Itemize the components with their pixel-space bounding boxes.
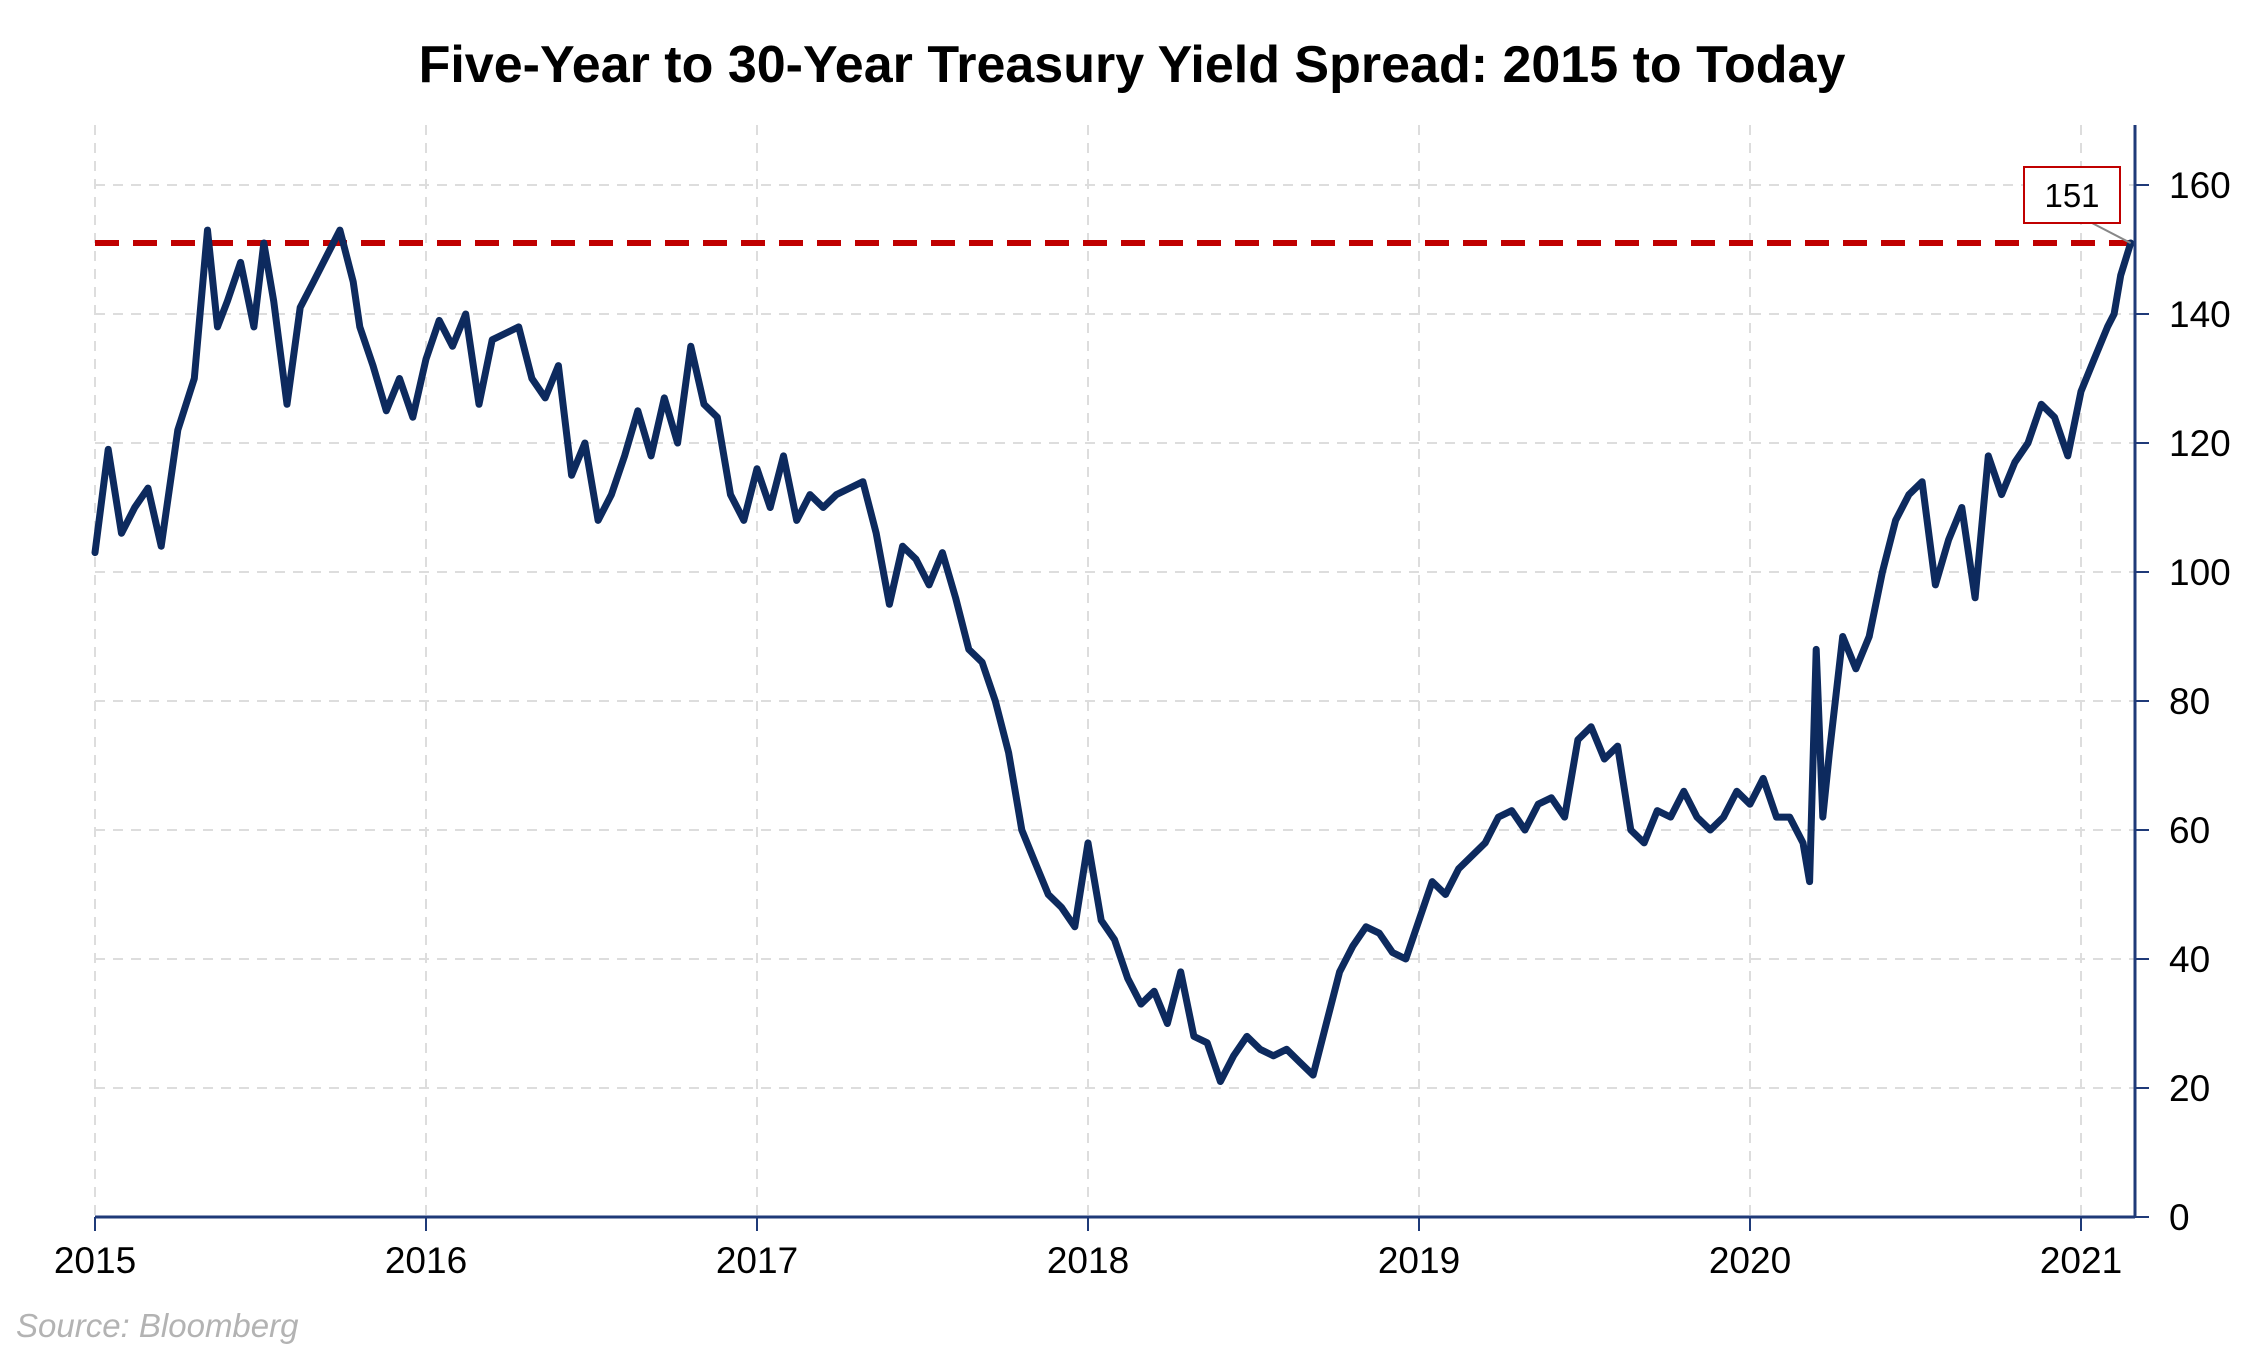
- x-tick-label: 2017: [716, 1240, 798, 1281]
- x-tick-label: 2015: [54, 1240, 136, 1281]
- y-tick-label: 60: [2169, 810, 2210, 851]
- y-tick-label: 120: [2169, 423, 2231, 464]
- x-tick-label: 2021: [2040, 1240, 2122, 1281]
- chart-title: Five-Year to 30-Year Treasury Yield Spre…: [419, 36, 1846, 94]
- callout-box: [2023, 166, 2121, 224]
- callout-leader: [2091, 222, 2132, 244]
- axes: [94, 125, 2149, 1231]
- tick-labels: 0 20 40 60 80 100 120 140 160 2015 2016 2017 2018 201…: [54, 165, 2231, 1281]
- y-tick-label: 20: [2169, 1068, 2210, 1109]
- x-tick-label: 2019: [1378, 1240, 1460, 1281]
- series-layer: [91, 226, 2135, 1085]
- y-tick-label: 80: [2169, 681, 2210, 722]
- series-line: [91, 226, 2135, 1085]
- y-tick-label: 140: [2169, 294, 2231, 335]
- y-tick-label: 100: [2169, 552, 2231, 593]
- source-note: Source: Bloomberg: [16, 1307, 299, 1344]
- grid: [94, 125, 2135, 1217]
- x-tick-label: 2020: [1709, 1240, 1791, 1281]
- x-tick-label: 2018: [1047, 1240, 1129, 1281]
- last-value-callout: 151: [2023, 166, 2132, 244]
- y-tick-label: 0: [2169, 1197, 2190, 1238]
- callout-label: 151: [2044, 177, 2099, 214]
- x-tick-label: 2016: [385, 1240, 467, 1281]
- y-tick-label: 160: [2169, 165, 2231, 206]
- y-tick-label: 40: [2169, 939, 2210, 980]
